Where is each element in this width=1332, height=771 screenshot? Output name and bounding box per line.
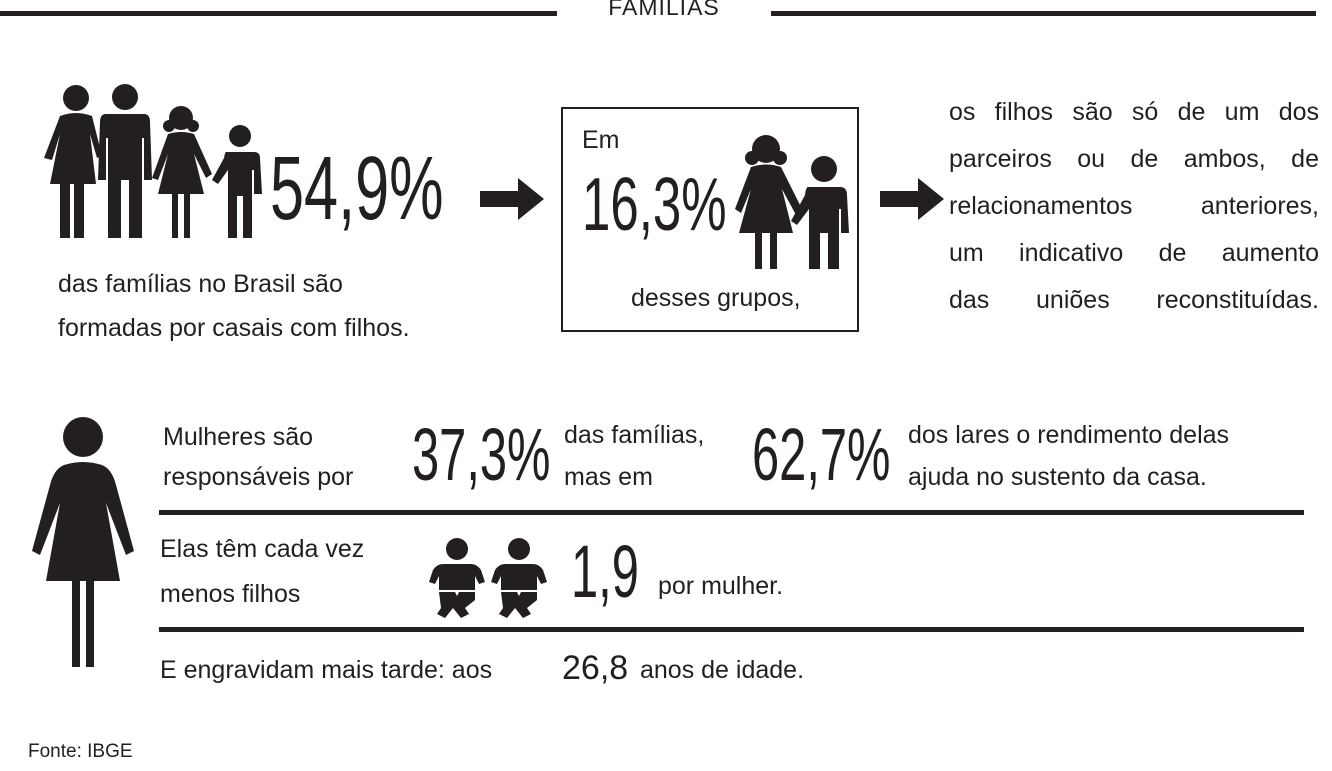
women-resp-line-2: responsáveis por	[163, 463, 354, 491]
children-line-2: menos filhos	[160, 580, 301, 608]
source-note: Fonte: IBGE	[28, 741, 133, 762]
woman-icon	[32, 417, 134, 667]
families-caption-line-1: das famílias no Brasil são	[58, 270, 343, 298]
family-icon	[44, 84, 262, 238]
pregnancy-prefix: E engravidam mais tarde: aos	[160, 656, 493, 684]
box-percent: 16,3%	[582, 162, 727, 246]
header-rule-right	[771, 11, 1316, 16]
box-prefix: Em	[582, 126, 620, 154]
page-title: FAMÍLIAS	[608, 0, 720, 20]
children-line-1: Elas têm cada vez	[160, 535, 365, 563]
women-mid-line-1: das famílias,	[564, 421, 705, 449]
header-rule-left	[0, 11, 557, 16]
families-percent: 54,9%	[270, 139, 444, 239]
pregnancy-suffix: anos de idade.	[640, 656, 805, 684]
women-income-percent: 62,7%	[752, 413, 891, 496]
women-resp-line-1: Mulheres são	[163, 423, 314, 451]
baby-icon	[491, 538, 547, 618]
children-value: 1,9	[571, 530, 639, 613]
divider-1	[159, 510, 1304, 515]
reconstituted-line-4: um indicativo de aumento	[949, 239, 1319, 267]
women-income-line-1: dos lares o rendimento delas	[908, 421, 1230, 449]
women-mid-line-2: mas em	[564, 463, 653, 491]
children-suffix: por mulher.	[658, 572, 784, 600]
reconstituted-line-2: parceiros ou de ambos, de	[949, 145, 1319, 173]
arrow-right-icon	[480, 178, 544, 220]
divider-2	[159, 627, 1304, 632]
baby-icon	[429, 538, 485, 618]
reconstituted-text: os filhos são só de um dos parceiros ou …	[949, 89, 1319, 324]
women-income-line-2: ajuda no sustento da casa.	[908, 463, 1207, 491]
reconstituted-line-1: os filhos são só de um dos	[949, 98, 1319, 126]
arrow-right-icon	[880, 178, 944, 220]
families-caption-line-2: formadas por casais com filhos.	[58, 314, 410, 342]
reconstituted-line-3: relacionamentos anteriores,	[949, 192, 1319, 220]
reconstituted-box	[561, 107, 859, 332]
box-suffix: desses grupos,	[631, 284, 801, 312]
women-resp-percent: 37,3%	[412, 413, 551, 496]
reconstituted-line-5: das uniões reconstituídas.	[949, 286, 1319, 314]
children-icon	[735, 135, 849, 269]
pregnancy-value: 26,8	[562, 649, 629, 687]
